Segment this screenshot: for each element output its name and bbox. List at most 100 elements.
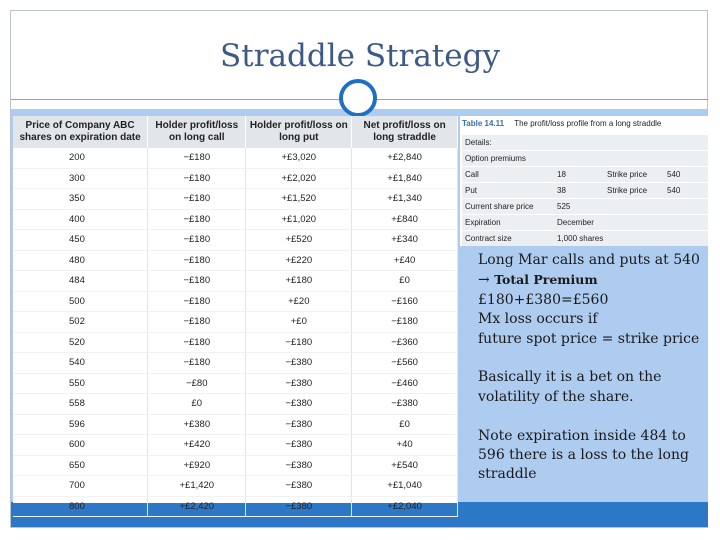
note-line: → Total Premium [478, 270, 706, 290]
table-cell: 400 [13, 209, 149, 230]
table-cell: +£1,520 [245, 188, 353, 210]
table-row: 520 −£180 −£180 −£360 [13, 332, 458, 353]
table-cell: −£180 [351, 311, 458, 333]
note-line: Mx loss occurs if [478, 311, 598, 328]
contract-size: 1,000 shares [557, 234, 604, 243]
table-cell: 502 [13, 311, 149, 333]
table-row: 484 −£180 +£180 £0 [13, 270, 458, 292]
header-long-put: Holder profit/loss on long put [245, 116, 353, 148]
share-price: 525 [557, 202, 571, 211]
table-row: 300 −£180 +£2,020 +£1,840 [13, 168, 458, 189]
table-cell: +£1,340 [351, 188, 458, 210]
details-row: Option premiums [462, 151, 708, 166]
table-cell: +£2,420 [147, 496, 247, 517]
table-cell: 558 [13, 393, 149, 415]
table-cell: +£40 [351, 250, 458, 271]
table-cell: −£380 [245, 455, 353, 476]
table-cell: +£380 [147, 414, 247, 435]
table-row: 550 −£80 −£380 −£460 [13, 373, 458, 394]
call-strike: 540 [667, 170, 681, 179]
put-strike: 540 [667, 186, 681, 195]
table-cell: −£180 [147, 250, 247, 271]
table-row: 480 −£180 +£220 +£40 [13, 250, 458, 271]
table-cell: −£180 [147, 209, 247, 230]
table-cell: £0 [351, 414, 458, 435]
table-row: 800 +£2,420 −£380 +£2,040 [13, 496, 458, 517]
table-cell: +£180 [245, 270, 353, 292]
table-cell: +£1,020 [245, 209, 353, 230]
table-cell: 596 [13, 414, 149, 435]
table-row: 502 −£180 +£0 −£180 [13, 311, 458, 333]
table-cell: −£380 [245, 393, 353, 415]
table-cell: −£80 [147, 373, 247, 394]
table-cell: +£840 [351, 209, 458, 230]
table-cell: −£180 [147, 168, 247, 189]
note-line: future spot price = strike price [478, 330, 700, 347]
table-cell: 550 [13, 373, 149, 394]
profit-loss-table: Price of Company ABC shares on expiratio… [13, 116, 458, 517]
header-long-call: Holder profit/loss on long call [147, 116, 247, 148]
header-share-price: Price of Company ABC shares on expiratio… [13, 116, 149, 148]
table-cell: +£220 [245, 250, 353, 271]
table-cell: −£380 [245, 373, 353, 394]
table-cell: +£1,040 [351, 475, 458, 497]
table-cell: +40 [351, 434, 458, 456]
table-cell: +£0 [245, 311, 353, 333]
table-cell: −£180 [147, 188, 247, 210]
details-row: Expiration December [462, 215, 708, 230]
table-cell: +£3,020 [245, 148, 353, 169]
circle-ornament [339, 79, 377, 117]
table-cell: +£420 [147, 434, 247, 456]
put-strike-label: Strike price [607, 186, 648, 195]
call-strike-label: Strike price [607, 170, 648, 179]
call-value: 18 [557, 170, 566, 179]
table-cell: −£160 [351, 291, 458, 312]
table-cell: 700 [13, 475, 149, 497]
table-cell: +£2,040 [351, 496, 458, 517]
table-cell: −£380 [351, 393, 458, 415]
details-row: Contract size 1,000 shares [462, 231, 708, 246]
details-label: Details: [465, 138, 492, 147]
table-cell: 540 [13, 352, 149, 374]
table-cell: −£380 [245, 475, 353, 497]
table-cell: −£380 [245, 496, 353, 517]
table-caption: The profit/loss profile from a long stra… [514, 119, 662, 128]
table-cell: 800 [13, 496, 149, 517]
table-cell: 300 [13, 168, 149, 189]
details-row: Call 18 Strike price 540 [462, 167, 708, 182]
table-cell: −£180 [147, 352, 247, 374]
table-cell: −£180 [147, 229, 247, 251]
table-cell: −£180 [147, 270, 247, 292]
table-header-row: Price of Company ABC shares on expiratio… [13, 116, 458, 148]
table-cell: −£560 [351, 352, 458, 374]
details-row: Details: [462, 135, 708, 150]
table-row: 200 −£180 +£3,020 +£2,840 [13, 148, 458, 169]
table-cell: −£180 [147, 291, 247, 312]
table-row: 600 +£420 −£380 +40 [13, 434, 458, 456]
table-cell: 650 [13, 455, 149, 476]
note-paragraph: Basically it is a bet on the volatility … [478, 369, 662, 405]
table-cell: −£180 [147, 311, 247, 333]
details-row: Current share price 525 [462, 199, 708, 214]
put-label: Put [465, 186, 478, 195]
table-cell: 350 [13, 188, 149, 210]
table-cell: −£360 [351, 332, 458, 353]
table-cell: 200 [13, 148, 149, 169]
table-cell: 600 [13, 434, 149, 456]
table-row: 350 −£180 +£1,520 +£1,340 [13, 188, 458, 210]
table-cell: +£1,840 [351, 168, 458, 189]
total-premium-label: Total Premium [494, 272, 598, 288]
expiration: December [557, 218, 594, 227]
table-cell: −£180 [147, 332, 247, 353]
table-cell: 450 [13, 229, 149, 251]
table-cell: −£380 [245, 414, 353, 435]
table-cell: −£380 [245, 434, 353, 456]
share-price-label: Current share price [465, 202, 534, 211]
table-cell: +£2,020 [245, 168, 353, 189]
table-cell: +£540 [351, 455, 458, 476]
put-value: 38 [557, 186, 566, 195]
table-cell: £0 [351, 270, 458, 292]
table-cell: −£460 [351, 373, 458, 394]
table-cell: 484 [13, 270, 149, 292]
table-cell: −£380 [245, 352, 353, 374]
